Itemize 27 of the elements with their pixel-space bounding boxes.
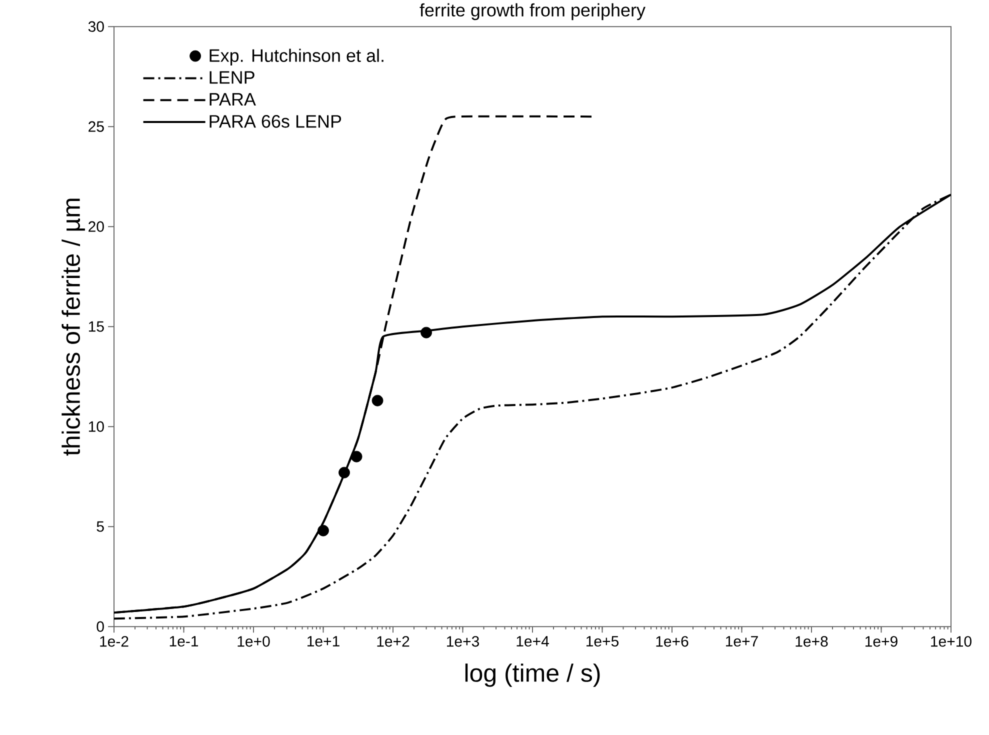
legend-label: Exp. Hutchinson et al.	[210, 48, 384, 66]
legend-label: PARA	[210, 93, 256, 106]
chart-title: ferrite growth from periphery	[420, 4, 646, 20]
x-tick-label: 1e+9	[866, 636, 898, 647]
x-tick-label: 1e+2	[377, 636, 410, 647]
x-tick-label: 1e-1	[170, 636, 198, 647]
y-tick-label: 25	[88, 121, 104, 132]
y-tick-label: 10	[88, 421, 104, 432]
legend-label: LENP	[210, 71, 254, 84]
legend-label: PARA 66s LENP	[210, 115, 342, 128]
x-tick-label: 1e+3	[447, 636, 479, 647]
y-axis-title: thickness of ferrite / µm	[62, 199, 85, 456]
x-tick-label: 1e-2	[100, 636, 128, 647]
x-tick-label: 1e+0	[238, 636, 270, 647]
x-tick-label: 1e+7	[726, 636, 758, 647]
y-tick-label: 20	[88, 221, 104, 232]
y-tick-label: 15	[88, 322, 104, 332]
x-tick-label: 1e+5	[586, 636, 619, 647]
x-tick-label: 1e+6	[656, 636, 688, 647]
x-tick-label: 1e+8	[796, 636, 828, 647]
x-tick-label: 1e+4	[516, 636, 549, 647]
y-tick-label: 0	[96, 621, 104, 632]
x-tick-label: 1e+1	[308, 636, 340, 647]
y-tick-label: 5	[96, 522, 104, 532]
x-tick-label: 1e+10	[931, 636, 972, 647]
y-tick-label: 30	[88, 21, 104, 32]
x-axis-title: log (time / s)	[465, 664, 600, 688]
